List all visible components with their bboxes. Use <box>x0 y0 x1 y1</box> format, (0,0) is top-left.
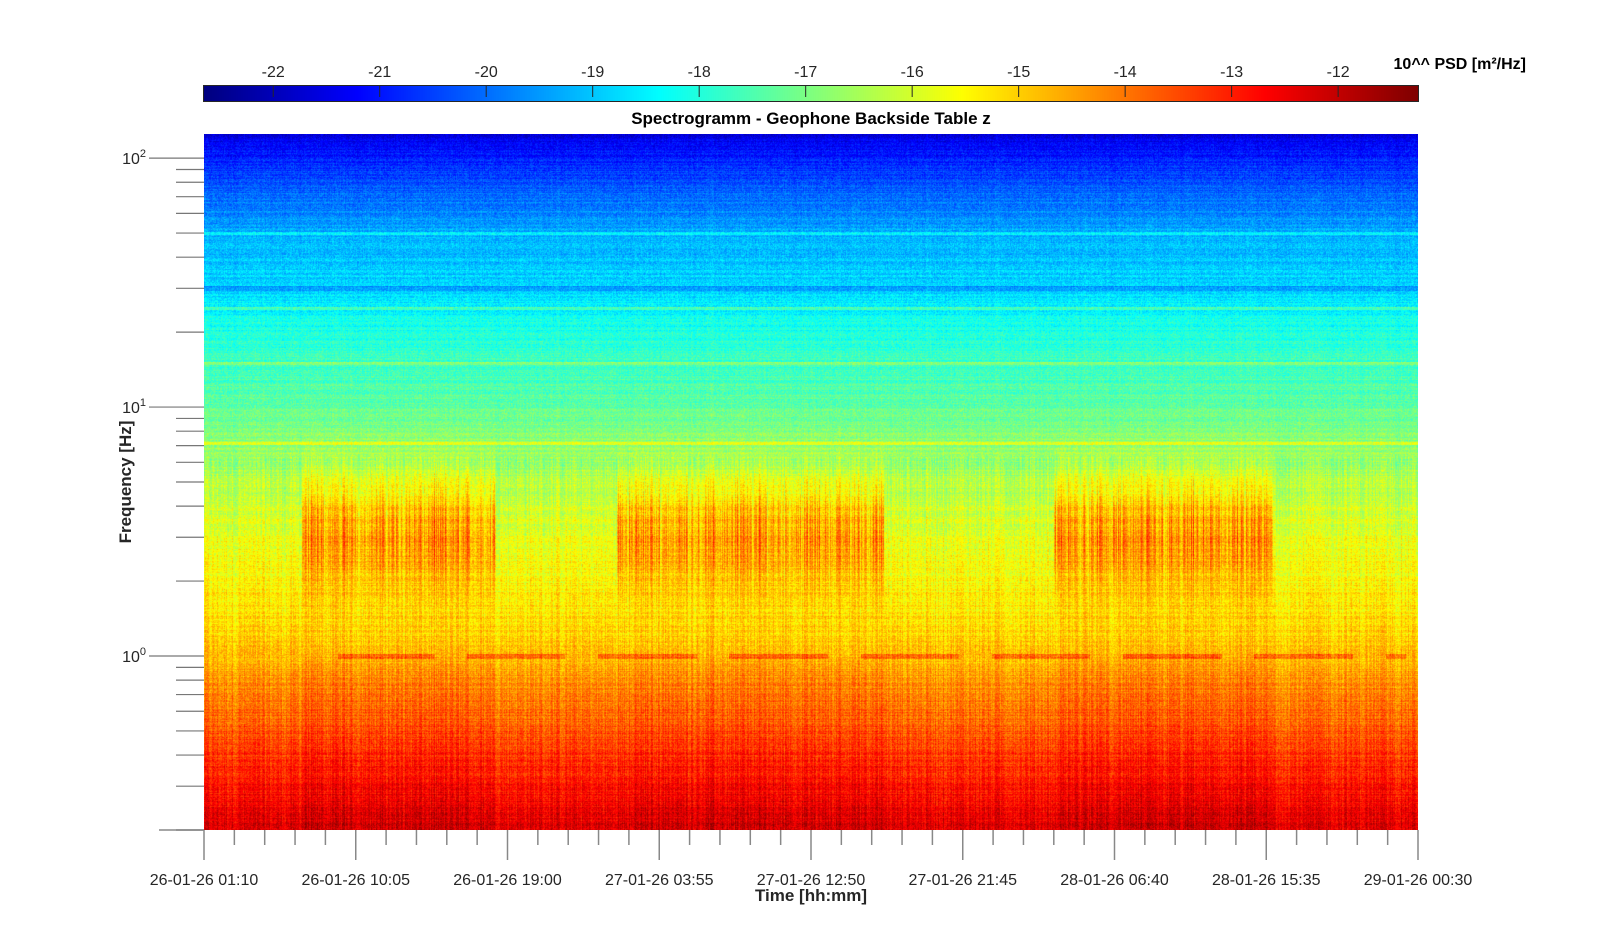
colorbar-tick-label: -16 <box>901 64 924 81</box>
y-tick-label: 101 <box>122 397 146 417</box>
colorbar-tick-label: -22 <box>262 64 285 81</box>
y-axis-label: Frequency [Hz] <box>116 420 135 544</box>
colorbar-tick-label: -15 <box>1007 64 1030 81</box>
x-tick-label: 26-01-26 19:00 <box>453 872 562 889</box>
spectrogram-heatmap <box>204 134 1418 830</box>
x-tick-label: 27-01-26 12:50 <box>757 872 866 889</box>
x-axis-label: Time [hh:mm] <box>754 886 868 905</box>
colorbar-tick-label: -21 <box>368 64 391 81</box>
colorbar-tick-label: -20 <box>475 64 498 81</box>
x-tick-label: 27-01-26 21:45 <box>908 872 1017 889</box>
x-tick-label: 28-01-26 15:35 <box>1212 872 1321 889</box>
colorbar-tick-label: -18 <box>688 64 711 81</box>
y-tick-exponent: 2 <box>140 148 146 160</box>
colorbar-label: 10^^ PSD [m²/Hz] <box>1393 56 1526 73</box>
x-tick-label: 26-01-26 01:10 <box>150 872 259 889</box>
y-tick-base: 10 <box>122 151 140 168</box>
x-tick-label: 28-01-26 06:40 <box>1060 872 1169 889</box>
chart-title: Spectrogramm - Geophone Backside Table z <box>631 109 991 128</box>
colorbar <box>203 85 1419 102</box>
x-tick-label: 27-01-26 03:55 <box>605 872 714 889</box>
colorbar-tick-label: -12 <box>1327 64 1350 81</box>
y-tick-label: 102 <box>122 148 146 168</box>
y-tick-base: 10 <box>122 400 140 417</box>
x-tick-label: 26-01-26 10:05 <box>301 872 410 889</box>
colorbar-tick-label: -13 <box>1220 64 1243 81</box>
y-tick-label: 100 <box>122 646 146 666</box>
colorbar-tick-label: -19 <box>581 64 604 81</box>
y-tick-exponent: 0 <box>140 646 146 658</box>
colorbar-tick-label: -17 <box>794 64 817 81</box>
colorbar-tick-label: -14 <box>1114 64 1137 81</box>
x-tick-label: 29-01-26 00:30 <box>1364 872 1473 889</box>
y-tick-base: 10 <box>122 649 140 666</box>
y-tick-exponent: 1 <box>140 397 146 409</box>
